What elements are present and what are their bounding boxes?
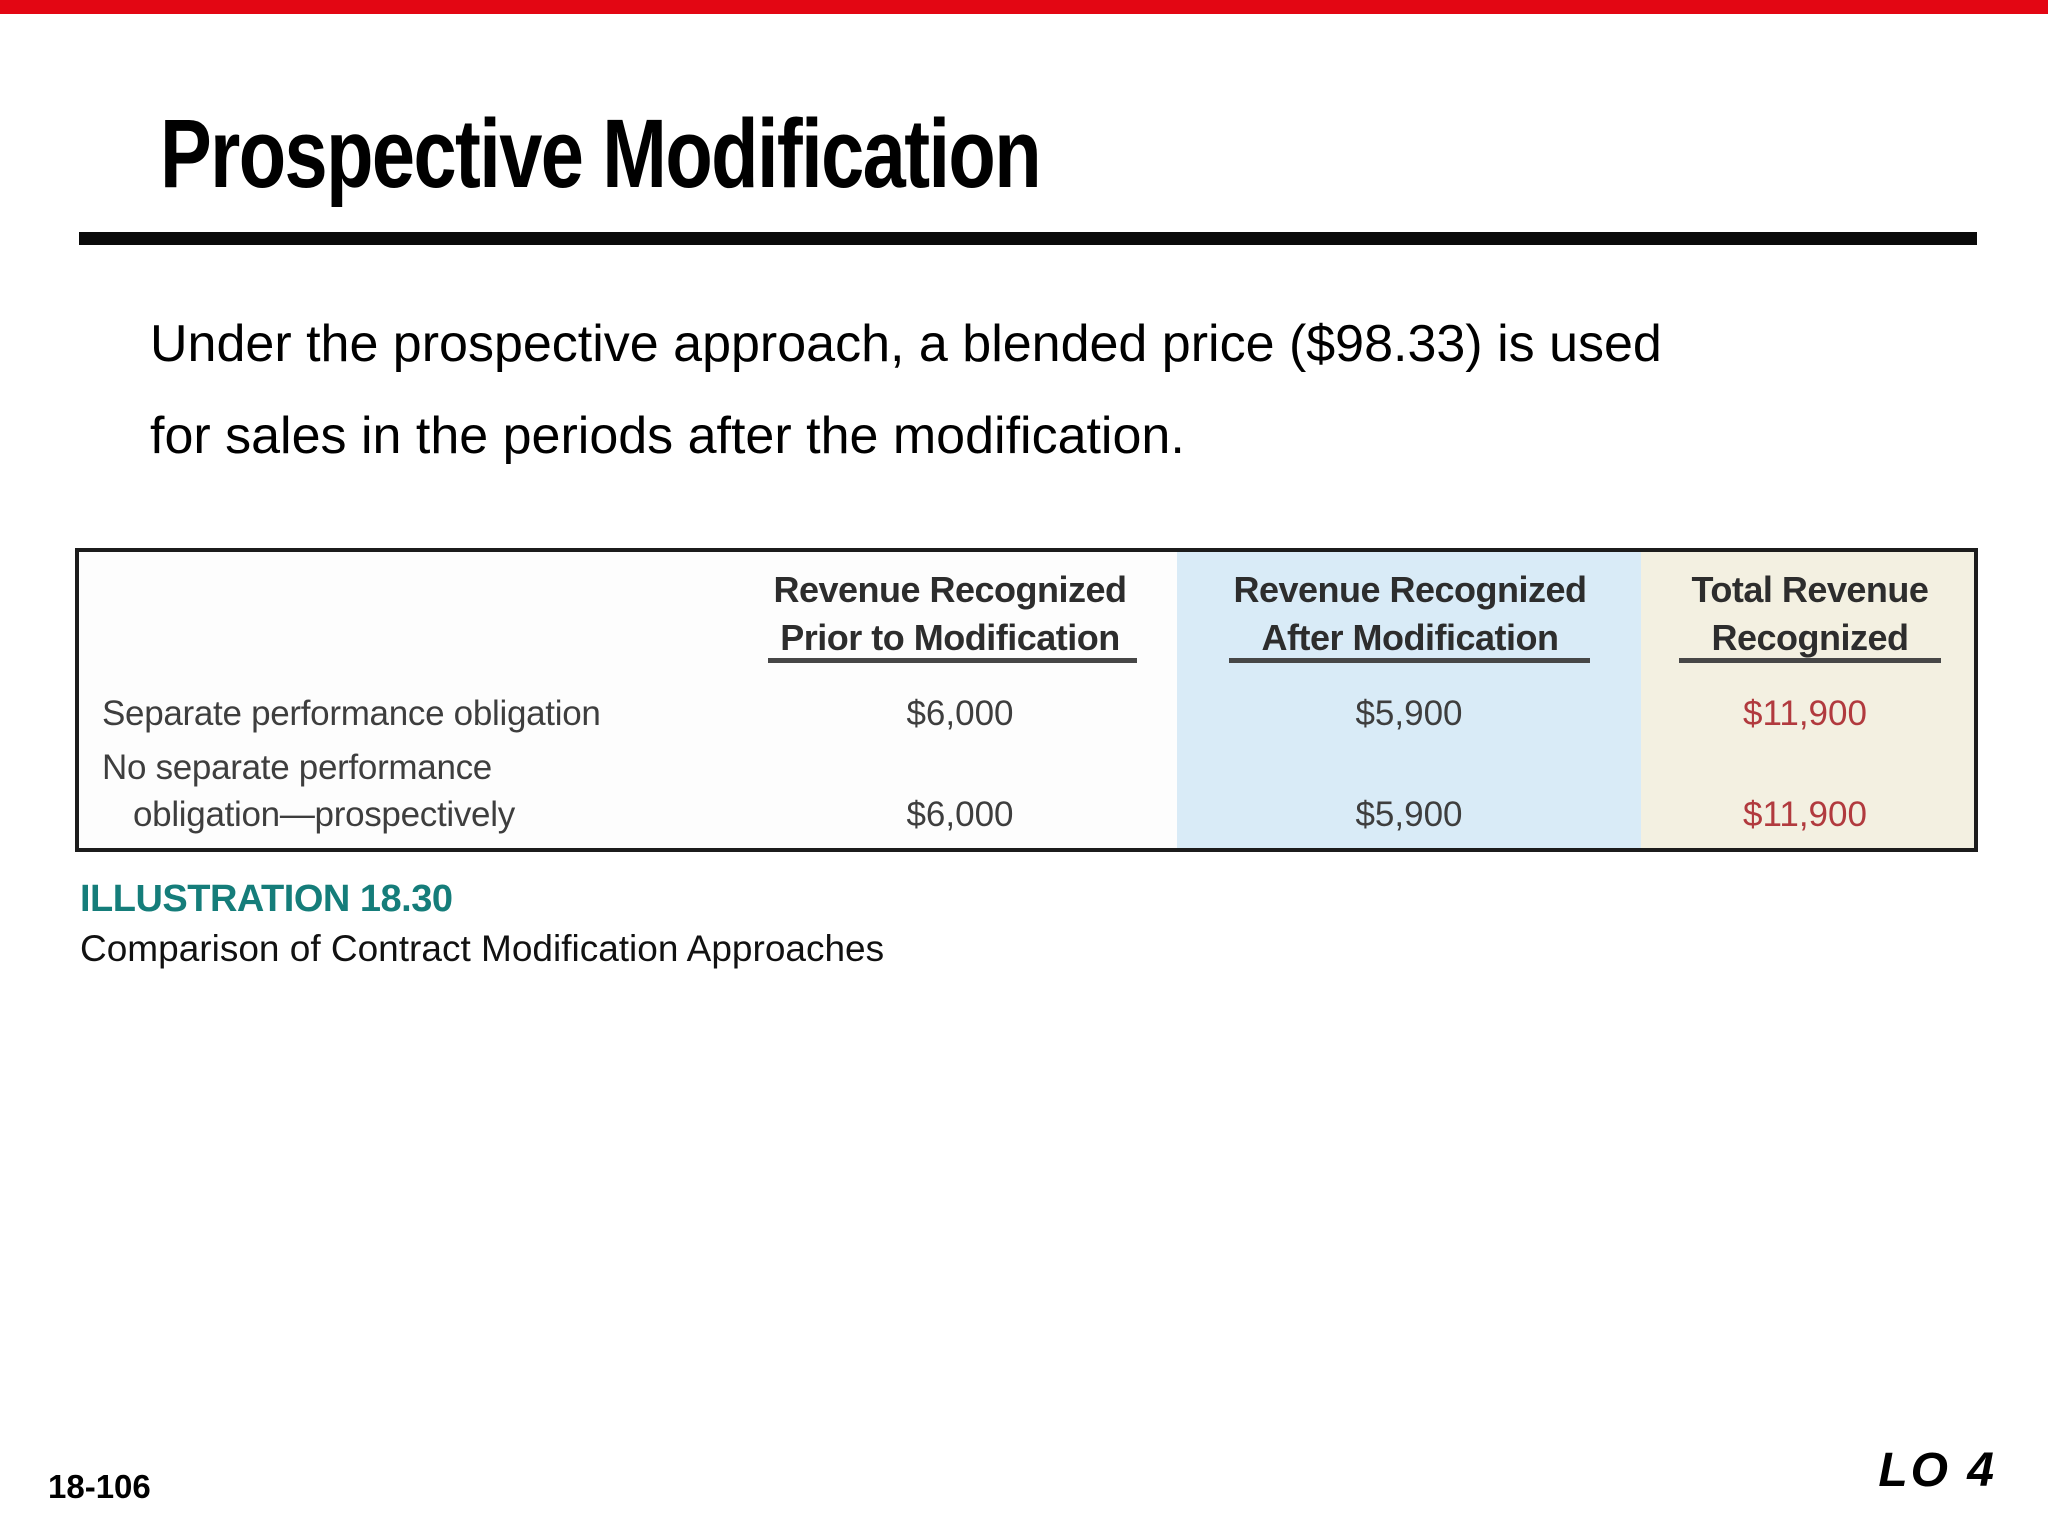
title-rule (79, 232, 1977, 245)
row-label-separate-obligation: Separate performance obligation (102, 694, 601, 733)
top-accent-bar (0, 0, 2048, 14)
header-underline (1229, 658, 1590, 663)
total-revenue-column-highlight (1641, 552, 1974, 848)
body-text-line-1: Under the prospective approach, a blende… (150, 315, 1662, 373)
page-number: 18-106 (48, 1468, 151, 1505)
cell-prior-revenue: $6,000 (906, 795, 1014, 834)
illustration-caption: Comparison of Contract Modification Appr… (80, 928, 885, 969)
cell-after-revenue: $5,900 (1355, 795, 1463, 834)
column-header-total-revenue: Total Revenue Recognized (1660, 566, 1960, 662)
column-header-line: Prior to Modification (780, 617, 1120, 658)
column-header-line: Revenue Recognized (773, 569, 1127, 610)
row-label-no-separate-line1: No separate performance (102, 748, 492, 787)
illustration-label: ILLUSTRATION 18.30 (80, 878, 453, 920)
column-header-line: Recognized (1711, 617, 1909, 658)
comparison-table: Revenue Recognized Prior to Modification… (75, 548, 1978, 852)
column-header-prior-to-modification: Revenue Recognized Prior to Modification (760, 566, 1140, 662)
header-underline (768, 658, 1137, 663)
column-header-line: After Modification (1261, 617, 1559, 658)
cell-total-revenue: $11,900 (1743, 795, 1867, 834)
body-text-line-2: for sales in the periods after the modif… (150, 407, 1185, 465)
cell-total-revenue: $11,900 (1743, 694, 1867, 733)
column-header-line: Total Revenue (1691, 569, 1929, 610)
cell-prior-revenue: $6,000 (906, 694, 1014, 733)
column-header-after-modification: Revenue Recognized After Modification (1220, 566, 1600, 662)
cell-after-revenue: $5,900 (1355, 694, 1463, 733)
column-header-line: Revenue Recognized (1233, 569, 1587, 610)
learning-objective-label: LO 4 (1878, 1444, 1997, 1497)
after-modification-column-highlight (1177, 552, 1641, 848)
header-underline (1679, 658, 1941, 663)
row-label-no-separate-line2: obligation—prospectively (133, 795, 515, 834)
slide-title: Prospective Modification (160, 99, 1042, 208)
